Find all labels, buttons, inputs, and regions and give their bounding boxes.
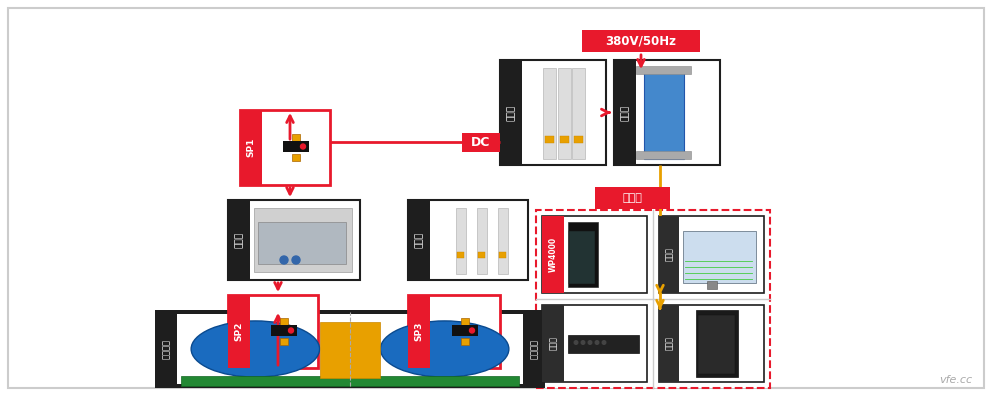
- FancyBboxPatch shape: [499, 252, 506, 258]
- FancyBboxPatch shape: [181, 376, 519, 386]
- Text: vfe.cc: vfe.cc: [939, 375, 972, 385]
- FancyBboxPatch shape: [560, 136, 569, 143]
- FancyBboxPatch shape: [228, 200, 360, 280]
- Text: 逆变器: 逆变器: [415, 232, 424, 248]
- FancyBboxPatch shape: [155, 310, 177, 388]
- Ellipse shape: [191, 321, 320, 377]
- FancyBboxPatch shape: [228, 200, 250, 280]
- Circle shape: [588, 341, 592, 344]
- FancyBboxPatch shape: [8, 8, 984, 388]
- FancyBboxPatch shape: [228, 295, 250, 368]
- Circle shape: [280, 256, 288, 264]
- FancyBboxPatch shape: [698, 315, 735, 374]
- FancyBboxPatch shape: [228, 295, 318, 368]
- Circle shape: [470, 328, 475, 333]
- FancyBboxPatch shape: [536, 210, 770, 388]
- FancyBboxPatch shape: [614, 60, 720, 165]
- Text: 服务器: 服务器: [664, 337, 674, 351]
- Text: 被试电机: 被试电机: [162, 339, 170, 359]
- Circle shape: [288, 328, 294, 333]
- FancyBboxPatch shape: [240, 110, 262, 185]
- FancyBboxPatch shape: [574, 136, 583, 143]
- FancyBboxPatch shape: [408, 200, 528, 280]
- FancyBboxPatch shape: [614, 60, 636, 165]
- Text: 380V/50Hz: 380V/50Hz: [606, 35, 676, 48]
- FancyBboxPatch shape: [452, 325, 478, 336]
- Text: 整流器: 整流器: [507, 104, 516, 121]
- FancyBboxPatch shape: [500, 60, 606, 165]
- FancyBboxPatch shape: [542, 305, 564, 382]
- FancyBboxPatch shape: [240, 110, 330, 185]
- FancyBboxPatch shape: [292, 134, 300, 141]
- FancyBboxPatch shape: [155, 310, 545, 388]
- FancyBboxPatch shape: [258, 222, 346, 264]
- FancyBboxPatch shape: [542, 305, 647, 382]
- FancyBboxPatch shape: [408, 295, 430, 368]
- FancyBboxPatch shape: [408, 295, 500, 368]
- FancyBboxPatch shape: [457, 252, 464, 258]
- FancyBboxPatch shape: [572, 68, 585, 159]
- Circle shape: [574, 341, 578, 344]
- FancyBboxPatch shape: [569, 231, 595, 284]
- Text: SP3: SP3: [415, 322, 424, 341]
- FancyBboxPatch shape: [659, 305, 679, 382]
- Circle shape: [595, 341, 599, 344]
- FancyBboxPatch shape: [461, 318, 469, 325]
- Circle shape: [581, 341, 585, 344]
- FancyBboxPatch shape: [280, 338, 288, 345]
- Text: 负载电机: 负载电机: [530, 339, 538, 359]
- Text: SP1: SP1: [246, 138, 255, 157]
- Text: 工作站: 工作站: [664, 248, 674, 262]
- FancyBboxPatch shape: [177, 314, 523, 384]
- FancyBboxPatch shape: [582, 30, 700, 52]
- FancyBboxPatch shape: [543, 68, 556, 159]
- FancyBboxPatch shape: [477, 208, 487, 274]
- Text: 驱动器: 驱动器: [234, 232, 243, 248]
- Text: SP2: SP2: [234, 322, 243, 341]
- FancyBboxPatch shape: [659, 216, 679, 293]
- FancyBboxPatch shape: [523, 310, 545, 388]
- FancyBboxPatch shape: [478, 252, 485, 258]
- Text: 实验台: 实验台: [622, 193, 642, 203]
- FancyBboxPatch shape: [659, 216, 764, 293]
- FancyBboxPatch shape: [706, 281, 716, 289]
- FancyBboxPatch shape: [568, 222, 598, 287]
- Text: WP4000: WP4000: [548, 237, 558, 272]
- FancyBboxPatch shape: [659, 305, 764, 382]
- FancyBboxPatch shape: [320, 322, 380, 378]
- FancyBboxPatch shape: [500, 60, 522, 165]
- FancyBboxPatch shape: [292, 154, 300, 161]
- FancyBboxPatch shape: [283, 141, 309, 152]
- FancyBboxPatch shape: [636, 66, 691, 74]
- FancyBboxPatch shape: [644, 68, 684, 159]
- FancyBboxPatch shape: [498, 208, 508, 274]
- Text: 交换机: 交换机: [548, 337, 558, 351]
- FancyBboxPatch shape: [696, 310, 738, 377]
- FancyBboxPatch shape: [542, 216, 564, 293]
- FancyBboxPatch shape: [568, 335, 639, 353]
- FancyBboxPatch shape: [545, 136, 554, 143]
- FancyBboxPatch shape: [462, 133, 500, 152]
- Text: 变压器: 变压器: [620, 104, 630, 121]
- Circle shape: [300, 144, 306, 149]
- FancyBboxPatch shape: [456, 208, 466, 274]
- Text: DC: DC: [471, 136, 491, 149]
- FancyBboxPatch shape: [558, 68, 571, 159]
- Ellipse shape: [380, 321, 509, 377]
- FancyBboxPatch shape: [280, 318, 288, 325]
- FancyBboxPatch shape: [636, 151, 691, 159]
- FancyBboxPatch shape: [461, 338, 469, 345]
- FancyBboxPatch shape: [542, 216, 647, 293]
- Circle shape: [292, 256, 300, 264]
- Circle shape: [602, 341, 606, 344]
- FancyBboxPatch shape: [683, 231, 756, 283]
- FancyBboxPatch shape: [408, 200, 430, 280]
- FancyBboxPatch shape: [594, 187, 670, 209]
- FancyBboxPatch shape: [271, 325, 297, 336]
- FancyBboxPatch shape: [254, 208, 352, 272]
